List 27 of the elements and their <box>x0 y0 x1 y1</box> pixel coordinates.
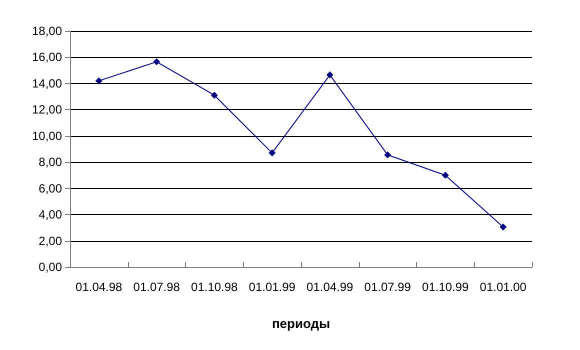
y-tick-label: 0,00 <box>38 260 62 274</box>
y-tick-label: 6,00 <box>38 181 62 196</box>
x-tick-label: 01.04.99 <box>306 280 354 294</box>
y-tick-label: 14,00 <box>32 76 62 90</box>
point <box>210 92 218 99</box>
point <box>384 151 392 158</box>
y-tick-label: 10,00 <box>32 128 62 143</box>
x-tick-label: 01.04.98 <box>76 280 123 294</box>
y-tick-label: 18,00 <box>32 24 62 38</box>
point <box>326 71 334 78</box>
y-tick-label: 4,00 <box>38 208 62 222</box>
x-tick-label: 01.10.98 <box>191 280 238 294</box>
point <box>95 77 102 84</box>
x-tick-label: 01.01.99 <box>248 280 296 294</box>
point <box>153 58 160 66</box>
x-tick-label: 01.10.99 <box>422 280 470 294</box>
y-tick-label: 12,00 <box>32 102 62 117</box>
x-axis-title: периоды <box>272 316 330 331</box>
y-tick-label: 16,00 <box>32 50 62 64</box>
x-tick-label: 01.01.00 <box>480 280 527 294</box>
point <box>442 172 449 179</box>
point <box>500 224 507 231</box>
point <box>268 149 276 156</box>
x-tick-label: 01.07.98 <box>133 280 180 294</box>
x-tick-label: 01.07.99 <box>364 280 412 294</box>
y-tick-label: 8,00 <box>38 155 62 170</box>
y-tick-label: 2,00 <box>38 234 62 248</box>
